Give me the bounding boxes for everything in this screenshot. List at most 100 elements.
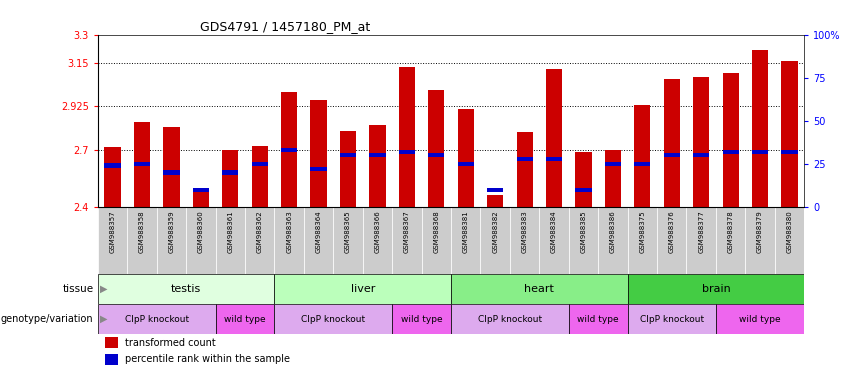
Text: tissue: tissue xyxy=(62,284,94,294)
Text: GSM988358: GSM988358 xyxy=(139,210,145,253)
Bar xyxy=(340,153,356,157)
Bar xyxy=(105,337,117,348)
Bar xyxy=(163,126,180,207)
Bar xyxy=(752,50,768,207)
Bar xyxy=(105,147,121,207)
Bar xyxy=(105,354,117,365)
FancyBboxPatch shape xyxy=(304,207,334,274)
FancyBboxPatch shape xyxy=(215,207,245,274)
Bar xyxy=(340,131,356,207)
Bar xyxy=(605,149,621,207)
Text: wild type: wild type xyxy=(401,314,443,324)
Bar xyxy=(517,132,533,207)
Bar xyxy=(399,67,415,207)
Text: GSM988384: GSM988384 xyxy=(551,210,557,253)
Bar xyxy=(281,148,297,152)
Bar xyxy=(752,150,768,154)
Text: ClpP knockout: ClpP knockout xyxy=(124,314,189,324)
Bar xyxy=(722,150,739,154)
Bar xyxy=(664,79,680,207)
Text: wild type: wild type xyxy=(224,314,266,324)
Text: GSM988375: GSM988375 xyxy=(639,210,645,253)
Text: heart: heart xyxy=(524,284,554,294)
Text: wild type: wild type xyxy=(577,314,619,324)
Text: GSM988376: GSM988376 xyxy=(669,210,675,253)
FancyBboxPatch shape xyxy=(627,274,804,304)
Bar xyxy=(722,73,739,207)
Text: transformed count: transformed count xyxy=(125,338,215,348)
Bar xyxy=(781,61,797,207)
FancyBboxPatch shape xyxy=(274,304,392,334)
Text: ▶: ▶ xyxy=(100,314,107,324)
FancyBboxPatch shape xyxy=(392,207,421,274)
Bar xyxy=(252,146,268,207)
Bar xyxy=(487,188,503,192)
Bar xyxy=(105,164,121,168)
FancyBboxPatch shape xyxy=(451,274,627,304)
Bar xyxy=(634,162,650,166)
FancyBboxPatch shape xyxy=(510,207,540,274)
FancyBboxPatch shape xyxy=(657,207,687,274)
Text: GSM988382: GSM988382 xyxy=(492,210,498,253)
Text: GSM988383: GSM988383 xyxy=(522,210,528,253)
Text: ClpP knockout: ClpP knockout xyxy=(301,314,365,324)
FancyBboxPatch shape xyxy=(451,304,568,334)
Text: GSM988362: GSM988362 xyxy=(257,210,263,253)
Bar xyxy=(311,167,327,171)
Bar xyxy=(399,150,415,154)
Text: GSM988363: GSM988363 xyxy=(286,210,292,253)
Text: GSM988385: GSM988385 xyxy=(580,210,586,253)
Text: testis: testis xyxy=(171,284,202,294)
FancyBboxPatch shape xyxy=(745,207,774,274)
Bar xyxy=(163,170,180,175)
Text: ClpP knockout: ClpP knockout xyxy=(477,314,542,324)
FancyBboxPatch shape xyxy=(392,304,451,334)
FancyBboxPatch shape xyxy=(687,207,716,274)
Bar xyxy=(134,122,150,207)
FancyBboxPatch shape xyxy=(451,207,481,274)
Text: ClpP knockout: ClpP knockout xyxy=(640,314,704,324)
Bar xyxy=(311,100,327,207)
Bar xyxy=(664,153,680,157)
Bar xyxy=(428,153,444,157)
Text: GSM988380: GSM988380 xyxy=(786,210,792,253)
FancyBboxPatch shape xyxy=(157,207,186,274)
Text: GSM988364: GSM988364 xyxy=(316,210,322,253)
FancyBboxPatch shape xyxy=(598,207,627,274)
Text: GSM988381: GSM988381 xyxy=(463,210,469,253)
Text: GSM988379: GSM988379 xyxy=(757,210,763,253)
Text: percentile rank within the sample: percentile rank within the sample xyxy=(125,354,289,364)
Text: liver: liver xyxy=(351,284,375,294)
Bar xyxy=(281,92,297,207)
FancyBboxPatch shape xyxy=(421,207,451,274)
Bar xyxy=(781,150,797,154)
Bar xyxy=(693,77,709,207)
Text: GSM988366: GSM988366 xyxy=(374,210,380,253)
Text: wild type: wild type xyxy=(740,314,781,324)
Bar xyxy=(458,109,474,207)
FancyBboxPatch shape xyxy=(627,207,657,274)
FancyBboxPatch shape xyxy=(98,207,128,274)
Text: GSM988359: GSM988359 xyxy=(168,210,174,253)
FancyBboxPatch shape xyxy=(245,207,274,274)
Bar xyxy=(634,106,650,207)
FancyBboxPatch shape xyxy=(363,207,392,274)
FancyBboxPatch shape xyxy=(568,207,598,274)
Text: GSM988386: GSM988386 xyxy=(610,210,616,253)
Bar xyxy=(458,162,474,166)
Text: GSM988368: GSM988368 xyxy=(433,210,439,253)
Bar xyxy=(517,157,533,161)
Bar xyxy=(222,170,238,175)
Bar xyxy=(428,90,444,207)
Bar xyxy=(605,162,621,166)
Text: ▶: ▶ xyxy=(100,284,107,294)
Text: genotype/variation: genotype/variation xyxy=(1,314,94,324)
Text: GSM988360: GSM988360 xyxy=(198,210,204,253)
FancyBboxPatch shape xyxy=(774,207,804,274)
Bar xyxy=(134,162,150,166)
FancyBboxPatch shape xyxy=(98,304,215,334)
FancyBboxPatch shape xyxy=(274,274,451,304)
FancyBboxPatch shape xyxy=(186,207,215,274)
Text: GSM988361: GSM988361 xyxy=(227,210,233,253)
FancyBboxPatch shape xyxy=(716,304,804,334)
